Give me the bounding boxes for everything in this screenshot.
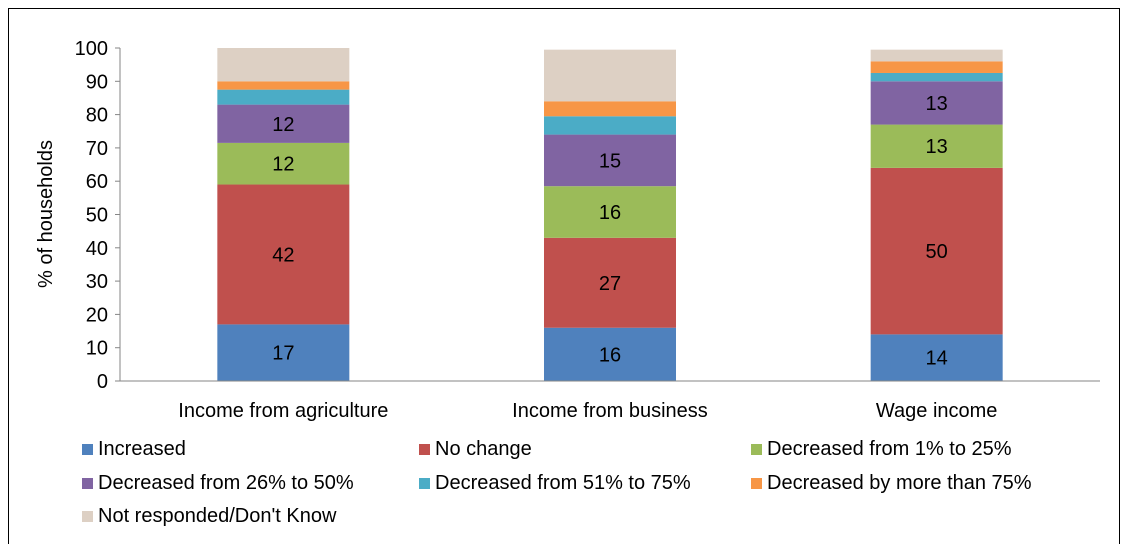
data-label: 13 xyxy=(926,136,948,158)
bar-segment xyxy=(217,104,350,143)
bar-segment xyxy=(870,124,1003,168)
bar-segment xyxy=(217,142,350,185)
chart-frame xyxy=(8,8,1120,544)
y-axis-title: % of households xyxy=(35,140,57,288)
data-label: 12 xyxy=(272,114,294,136)
bar-segment xyxy=(217,81,350,90)
legend-swatch xyxy=(419,478,430,489)
legend-label: Decreased from 51% to 75% xyxy=(435,472,691,494)
data-label: 12 xyxy=(272,154,294,176)
data-label: 16 xyxy=(599,202,621,224)
bar-segment xyxy=(544,134,676,187)
data-label: 15 xyxy=(599,150,621,172)
legend-swatch xyxy=(82,511,93,522)
data-label: 42 xyxy=(272,244,294,266)
y-tick-label: 0 xyxy=(97,371,108,393)
bar-segment xyxy=(870,167,1003,335)
bar-segment xyxy=(217,184,350,325)
bar-segment xyxy=(544,101,676,117)
legend-swatch xyxy=(82,444,93,455)
legend-swatch xyxy=(419,444,430,455)
y-tick-label: 40 xyxy=(86,238,108,260)
bar-segment xyxy=(870,49,1003,62)
y-tick-label: 100 xyxy=(75,38,108,60)
data-label: 50 xyxy=(926,241,948,263)
bar-segment xyxy=(217,89,350,105)
bar-segment xyxy=(544,186,676,238)
legend-label: No change xyxy=(435,438,532,460)
legend-label: Not responded/Don't Know xyxy=(98,505,337,527)
x-tick-label: Income from business xyxy=(512,400,708,422)
y-tick-label: 10 xyxy=(86,338,108,360)
x-tick-label: Income from agriculture xyxy=(178,400,388,422)
bar-segment xyxy=(544,49,676,102)
bar-segment xyxy=(544,237,676,328)
y-tick-label: 60 xyxy=(86,171,108,193)
bar-segment xyxy=(544,327,676,381)
bar-segment xyxy=(217,48,350,82)
bar-segment xyxy=(217,324,350,381)
y-tick-label: 80 xyxy=(86,105,108,127)
y-tick-label: 20 xyxy=(86,304,108,326)
x-tick-label: Wage income xyxy=(876,400,998,422)
data-label: 16 xyxy=(599,344,621,366)
y-tick-label: 30 xyxy=(86,271,108,293)
y-tick-label: 50 xyxy=(86,205,108,227)
legend-label: Increased xyxy=(98,438,186,460)
y-tick-label: 70 xyxy=(86,138,108,160)
legend-label: Decreased from 26% to 50% xyxy=(98,472,354,494)
bar-segment xyxy=(870,61,1003,73)
data-label: 14 xyxy=(926,348,948,370)
data-label: 17 xyxy=(272,343,294,365)
legend-label: Decreased from 1% to 25% xyxy=(767,438,1012,460)
legend-label: Decreased by more than 75% xyxy=(767,472,1032,494)
data-label: 27 xyxy=(599,273,621,295)
y-tick-label: 90 xyxy=(86,71,108,93)
bar-segment xyxy=(544,116,676,135)
data-label: 13 xyxy=(926,93,948,115)
legend-swatch xyxy=(751,444,762,455)
legend-swatch xyxy=(751,478,762,489)
legend-swatch xyxy=(82,478,93,489)
bar-segment xyxy=(870,81,1003,125)
bar-segment xyxy=(870,334,1003,381)
bar-segment xyxy=(870,72,1003,82)
